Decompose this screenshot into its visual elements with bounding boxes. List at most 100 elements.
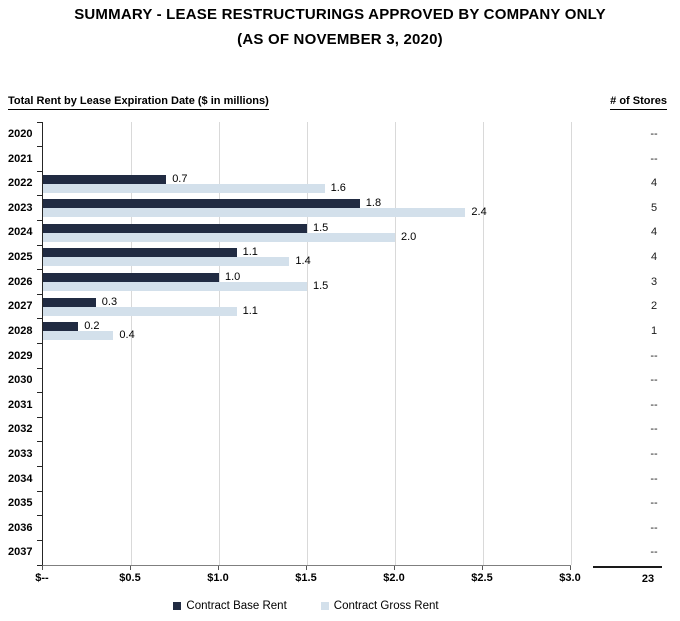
x-axis-label: $3.0 [559,572,581,584]
bar-value-label: 1.5 [313,221,329,234]
year-label-2027: 2027 [8,300,33,313]
x-axis-tick [217,566,219,570]
bar-group-2025: 1.4 [43,255,571,268]
bar-2028-gross [43,331,114,341]
year-label-2032: 2032 [8,423,33,436]
bar-group-2025: 1.1 [43,246,571,259]
legend-swatch-base-icon [173,602,182,610]
bar-group-2022: 0.7 [43,172,571,185]
year-label-2020: 2020 [8,128,33,140]
legend: Contract Base Rent Contract Gross Rent [42,600,570,612]
bar-2027-base [43,297,96,307]
y-axis-tick [37,564,42,566]
legend-swatch-gross-icon [320,602,329,610]
stores-column-heading: # of Stores [610,95,667,110]
store-count-2023: 5 [650,201,658,214]
y-axis-tick [37,539,42,541]
y-axis-tick [37,121,42,123]
store-count-2027: 2 [650,300,658,313]
x-axis-label: $1.0 [207,572,229,584]
bar-value-label: 0.3 [101,295,118,308]
x-axis-label: $1.5 [295,572,317,584]
chart-row-2027: 0.3 1.1 [43,294,571,319]
store-count-2035: -- [650,497,658,510]
chart-row-2033 [43,442,571,467]
chart-row-2035 [43,491,571,516]
bar-2025-gross [43,257,290,267]
bar-group-2027: 0.3 [43,295,571,308]
store-count-2021: -- [650,152,658,165]
year-label-2023: 2023 [8,201,33,214]
year-label-2035: 2035 [8,497,33,510]
title-line-1: SUMMARY - LEASE RESTRUCTURINGS APPROVED … [74,6,606,23]
bar-value-label: 1.5 [313,279,329,292]
chart-row-2026: 1.0 1.5 [43,270,571,295]
bar-group-2028: 0.2 [43,320,571,333]
y-axis-tick [37,293,42,295]
gridline [306,122,308,565]
y-axis-tick [37,244,42,246]
chart-row-2036 [43,516,571,541]
bar-value-label: 1.4 [295,255,311,268]
bar-value-label: 0.2 [84,320,100,333]
chart-row-2022: 0.7 1.6 [43,171,571,196]
year-label-2025: 2025 [8,251,33,264]
bar-2022-gross [43,183,325,193]
year-label-2030: 2030 [8,374,33,387]
x-axis-tick [481,566,483,570]
bar-chart-plot: 0.7 1.6 1.8 2.4 1.5 2.0 1.1 1.4 1.0 1.5 0.3 1.1 0.2 0… [42,122,572,566]
chart-row-2031 [43,393,571,418]
store-count-2036: -- [650,521,658,534]
store-count-2034: -- [650,472,658,485]
page-title: SUMMARY - LEASE RESTRUCTURINGS APPROVED … [0,2,680,52]
bar-2028-base [43,322,79,332]
bar-group-2024: 2.0 [43,231,571,242]
x-axis-tick [305,566,307,570]
store-count-2032: -- [650,423,658,436]
bar-2026-base [43,272,219,282]
chart-row-2020 [43,122,571,147]
bar-group-2026: 1.5 [43,279,571,292]
chart-row-2030 [43,368,571,393]
y-axis-tick [37,367,42,369]
bar-group-2024: 1.5 [43,221,571,234]
bar-group-2027: 1.1 [43,305,571,316]
chart-row-2028: 0.2 0.4 [43,319,571,344]
bar-value-label: 1.1 [242,246,258,259]
bar-value-label: 0.7 [172,172,188,185]
bar-group-2023: 1.8 [43,197,571,210]
store-count-2030: -- [650,374,658,387]
y-axis-tick [37,490,42,492]
year-label-2036: 2036 [8,521,33,534]
y-axis-tick [37,515,42,517]
store-count-2026: 3 [650,275,658,288]
legend-item-contract-base-rent: Contract Base Rent [173,600,287,612]
store-count-2024: 4 [650,226,658,239]
year-label-2034: 2034 [8,472,33,485]
y-axis-tick [37,416,42,418]
x-axis-label: $0.5 [119,572,141,584]
y-axis-tick [37,170,42,172]
x-axis-tick [393,566,395,570]
store-count-2031: -- [650,398,658,411]
y-axis-tick [37,219,42,221]
bar-value-label: 1.8 [365,197,382,210]
y-axis-tick [37,146,42,148]
chart-row-2032 [43,417,571,442]
y-axis-tick [37,318,42,320]
title-line-2: (AS OF NOVEMBER 3, 2020) [237,31,443,48]
x-axis-label: $2.0 [383,572,405,584]
stores-total: 23 [641,573,655,585]
legend-label-base: Contract Base Rent [186,600,287,612]
bar-group-2028: 0.4 [43,330,571,341]
bar-value-label: 1.0 [225,270,241,283]
legend-label-gross: Contract Gross Rent [333,600,439,612]
chart-row-2023: 1.8 2.4 [43,196,571,221]
bar-2024-gross [43,232,395,242]
legend-item-contract-gross-rent: Contract Gross Rent [320,600,439,612]
bar-2022-base [43,174,167,184]
gridline [570,122,572,565]
gridline [394,122,396,565]
chart-row-2034 [43,467,571,492]
x-axis-label: $-- [35,572,49,584]
